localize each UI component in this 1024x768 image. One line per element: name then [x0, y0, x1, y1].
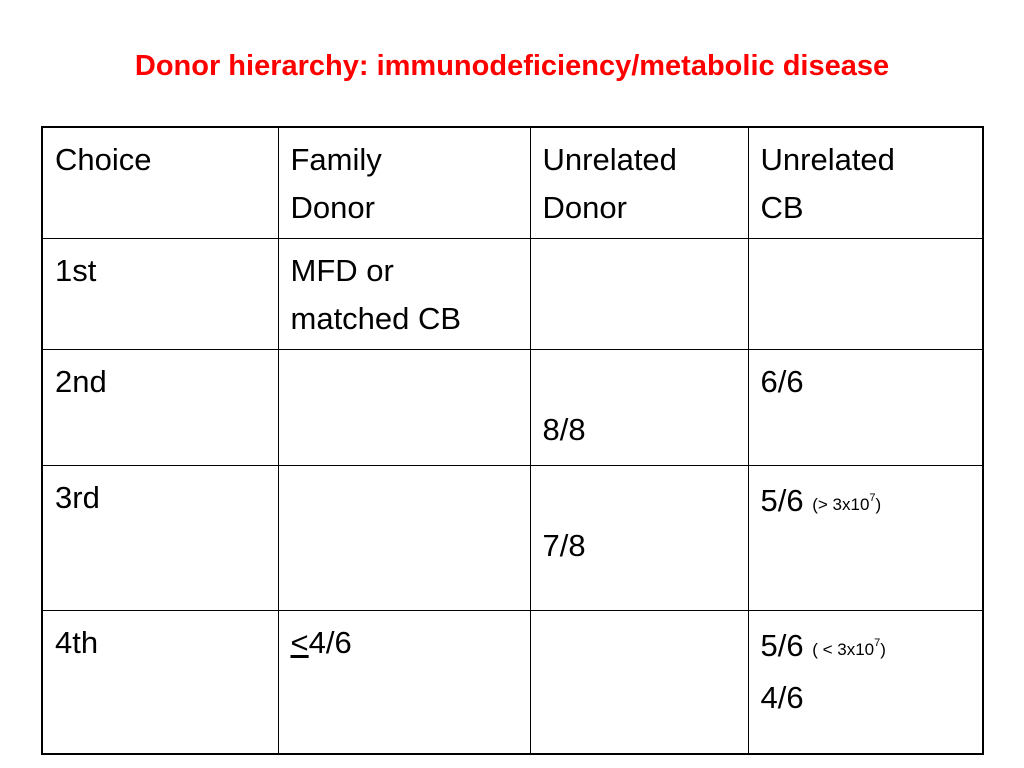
cell-choice-3rd: 3rd	[41, 465, 279, 611]
cb-4th-value: 5/6	[760, 628, 804, 663]
cell-family-4th: <4/6	[277, 610, 531, 755]
family-4th-value: 4/6	[308, 625, 352, 660]
cb-3rd-note-exponent: 7	[869, 492, 876, 504]
table-row: 3rd 7/8 5/6 (> 3x107)	[41, 465, 984, 611]
cell-choice-2nd: 2nd	[41, 349, 279, 466]
header-family-donor: Family Donor	[277, 126, 531, 239]
cell-family-1st: MFD or matched CB	[277, 238, 531, 350]
cb-3rd-value: 5/6	[760, 483, 804, 518]
cb-3rd-note-close: )	[875, 495, 882, 514]
cell-unrelated-4th	[529, 610, 749, 755]
table-row: 4th <4/6 5/6 ( < 3x107) 4/6	[41, 610, 984, 755]
table-row: 1st MFD or matched CB	[41, 238, 984, 350]
cb-4th-note: ( < 3x107)	[812, 637, 886, 659]
header-unrelated-donor: Unrelated Donor	[529, 126, 749, 239]
cell-unrelated-3rd: 7/8	[529, 465, 749, 611]
cb-2nd-value: 6/6	[760, 364, 804, 399]
choice-label: 2nd	[55, 364, 107, 399]
cell-family-3rd	[277, 465, 531, 611]
header-unrelated-line2: Donor	[542, 190, 627, 225]
header-choice-label: Choice	[55, 142, 152, 177]
header-choice: Choice	[41, 126, 279, 239]
cb-4th-note-close: )	[880, 640, 886, 659]
cb-4th-line1: 5/6 ( < 3x107)	[761, 619, 973, 674]
family-1st-line1: MFD or	[290, 253, 394, 288]
family-1st-line2: matched CB	[290, 301, 462, 336]
unrelated-3rd-value: 7/8	[542, 528, 586, 563]
choice-label: 1st	[55, 253, 97, 288]
cb-4th-note-exponent: 7	[874, 637, 881, 649]
unrelated-2nd-value: 8/8	[542, 412, 586, 447]
table-row: 2nd 8/8 6/6	[41, 349, 984, 466]
cell-cb-2nd: 6/6	[747, 349, 984, 466]
header-cb-line2: CB	[760, 190, 804, 225]
cell-unrelated-2nd: 8/8	[529, 349, 749, 466]
cell-choice-1st: 1st	[41, 238, 279, 350]
family-4th-less-than-symbol: <	[290, 625, 309, 660]
slide-title: Donor hierarchy: immunodeficiency/metabo…	[134, 50, 890, 82]
donor-hierarchy-table: Choice Family Donor Unrelated Donor Unre…	[41, 126, 984, 755]
cell-cb-3rd: 5/6 (> 3x107)	[747, 465, 984, 611]
choice-label: 3rd	[55, 480, 100, 515]
cell-cb-4th: 5/6 ( < 3x107) 4/6	[747, 610, 984, 755]
header-family-line1: Family	[290, 142, 382, 177]
cell-choice-4th: 4th	[41, 610, 279, 755]
choice-label: 4th	[55, 625, 99, 660]
cb-3rd-note-text: (> 3x10	[812, 495, 870, 514]
cb-3rd-note: (> 3x107)	[812, 492, 882, 514]
cb-4th-second-value: 4/6	[760, 680, 804, 715]
header-cb-line1: Unrelated	[760, 142, 895, 177]
table-header-row: Choice Family Donor Unrelated Donor Unre…	[41, 126, 984, 239]
header-unrelated-cb: Unrelated CB	[747, 126, 984, 239]
cell-cb-1st	[747, 238, 984, 350]
cell-family-2nd	[277, 349, 531, 466]
header-unrelated-line1: Unrelated	[542, 142, 677, 177]
header-family-line2: Donor	[290, 190, 375, 225]
cell-unrelated-1st	[529, 238, 749, 350]
cb-4th-note-text: ( < 3x10	[812, 640, 875, 659]
